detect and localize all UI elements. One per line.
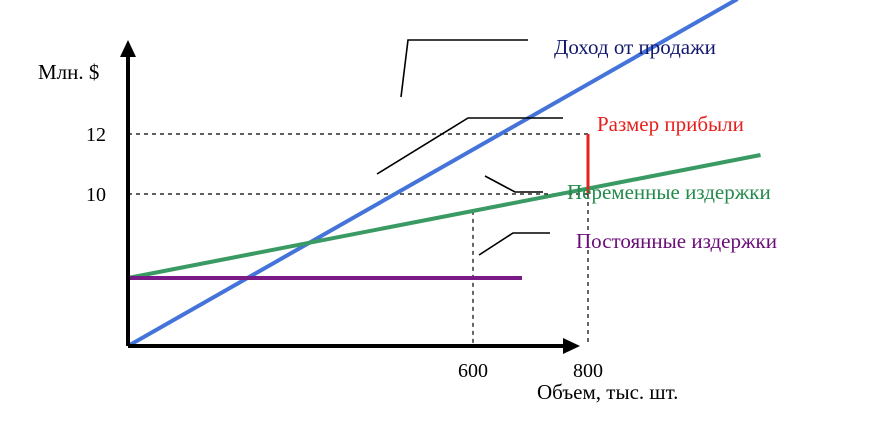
label-revenue: Доход от продажи xyxy=(554,35,716,59)
label-profit: Размер прибыли xyxy=(597,112,744,136)
y-axis-title: Млн. $ xyxy=(38,60,99,84)
leader-variable-costs xyxy=(484,175,543,193)
tick-labels: 600 800 10 12 xyxy=(86,124,603,382)
axes xyxy=(120,40,580,354)
x-axis-title: Объем, тыс. шт. xyxy=(537,380,678,404)
callout-labels: Доход от продажи Размер прибыли Переменные… xyxy=(376,35,777,256)
series-line-variable-costs xyxy=(127,153,761,280)
reference-guides xyxy=(128,133,589,346)
leader-fixed-costs xyxy=(478,232,550,256)
x-tick-800: 800 xyxy=(573,360,603,382)
x-tick-600: 600 xyxy=(458,360,488,382)
x-axis-arrow xyxy=(563,338,580,354)
leader-revenue xyxy=(400,39,528,98)
leader-profit xyxy=(376,117,563,175)
label-fixed-costs: Постоянные издержки xyxy=(576,229,777,253)
y-axis-arrow xyxy=(120,40,136,57)
series-line-revenue xyxy=(127,0,739,348)
label-variable-costs: Переменные издержки xyxy=(567,180,771,204)
y-tick-10: 10 xyxy=(86,184,106,206)
series-layer xyxy=(127,0,761,348)
y-tick-12: 12 xyxy=(86,124,106,146)
